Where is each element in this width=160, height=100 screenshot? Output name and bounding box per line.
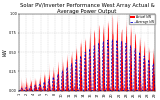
Y-axis label: kW: kW (3, 48, 8, 56)
Title: Solar PV/Inverter Performance West Array Actual & Average Power Output: Solar PV/Inverter Performance West Array… (20, 3, 155, 14)
Legend: Actual kW, Average kW: Actual kW, Average kW (129, 14, 155, 24)
